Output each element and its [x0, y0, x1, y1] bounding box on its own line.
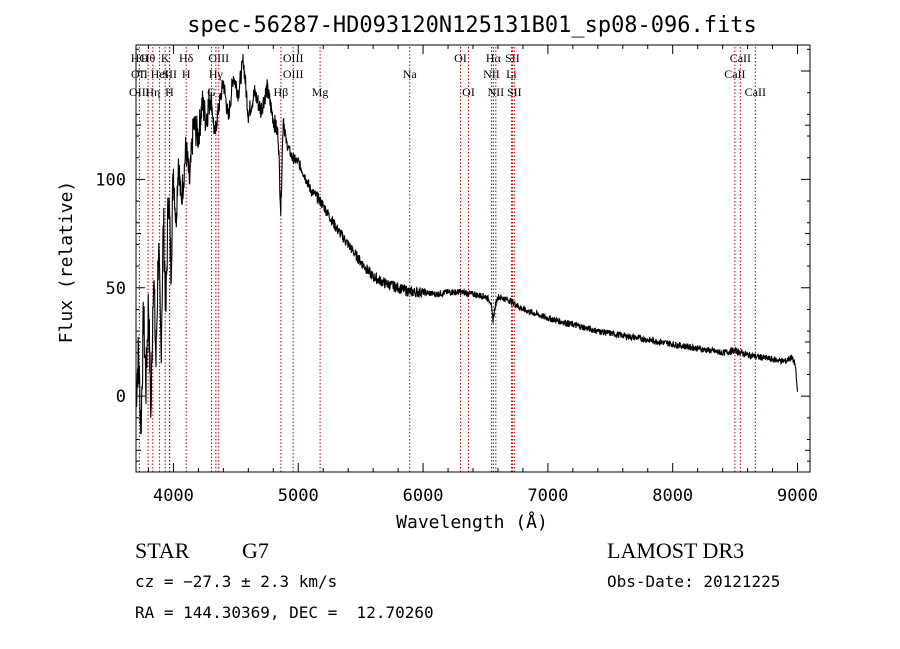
y-axis-label: Flux (relative) — [56, 181, 77, 344]
marker-label: Hγ — [209, 67, 224, 81]
marker-label: OIII — [283, 51, 304, 65]
marker-label: OI — [454, 51, 467, 65]
marker-label: H — [165, 85, 174, 99]
marker-label: CaII — [745, 85, 766, 99]
x-tick-label: 5000 — [278, 486, 319, 506]
y-tick-label: 0 — [116, 387, 126, 407]
marker-label: NII — [488, 85, 505, 99]
marker-label: SII — [507, 85, 522, 99]
marker-label: SII — [162, 67, 177, 81]
coordinates: RA = 144.30369, DEC = 12.70260 — [135, 603, 434, 622]
x-tick-label: 8000 — [652, 486, 693, 506]
marker-label: OIII — [208, 51, 229, 65]
object-class: STAR — [135, 538, 190, 563]
marker-label: HeI — [151, 67, 169, 81]
x-tick-label: 9000 — [777, 486, 818, 506]
marker-label: Hδ — [179, 51, 194, 65]
marker-label: OIII — [129, 85, 150, 99]
marker-label: H — [182, 67, 191, 81]
survey-name: LAMOST DR3 — [607, 538, 745, 563]
y-tick-label: 100 — [95, 170, 126, 190]
axes — [135, 44, 811, 473]
marker-label: SII — [505, 51, 520, 65]
marker-label: Li — [506, 67, 517, 81]
marker-label: K — [161, 51, 170, 65]
chart-title: spec-56287-HD093120N125131B01_sp08-096.f… — [187, 13, 757, 38]
x-tick-label: 7000 — [527, 486, 568, 506]
x-tick-label: 6000 — [403, 486, 444, 506]
marker-label: Na — [403, 67, 418, 81]
marker-label: NII — [483, 67, 500, 81]
marker-label: CaII — [730, 51, 751, 65]
spectrum-line — [135, 54, 799, 435]
marker-label: Hη — [145, 85, 160, 99]
marker-label: OIII — [283, 67, 304, 81]
marker-label: Hβ — [274, 85, 289, 99]
marker-label: Hθ — [141, 51, 156, 65]
observation-date: Obs-Date: 20121225 — [607, 572, 781, 591]
y-tick-label: 50 — [106, 279, 126, 299]
marker-label: CaII — [724, 67, 745, 81]
marker-label: OI — [462, 85, 475, 99]
x-tick-label: 4000 — [153, 486, 194, 506]
marker-label: OII — [131, 67, 148, 81]
plot-frame — [135, 44, 811, 473]
redshift-cz: cz = −27.3 ± 2.3 km/s — [135, 572, 338, 591]
x-axis-label: Wavelength (Å) — [396, 511, 548, 533]
marker-label: Mg — [312, 85, 329, 99]
marker-label: HO — [131, 51, 149, 65]
ticks: 4000 5000 6000 7000 8000 9000 0 50 100 — [95, 45, 818, 506]
spectral-subclass: G7 — [242, 538, 269, 563]
marker-label: Hα — [486, 51, 502, 65]
